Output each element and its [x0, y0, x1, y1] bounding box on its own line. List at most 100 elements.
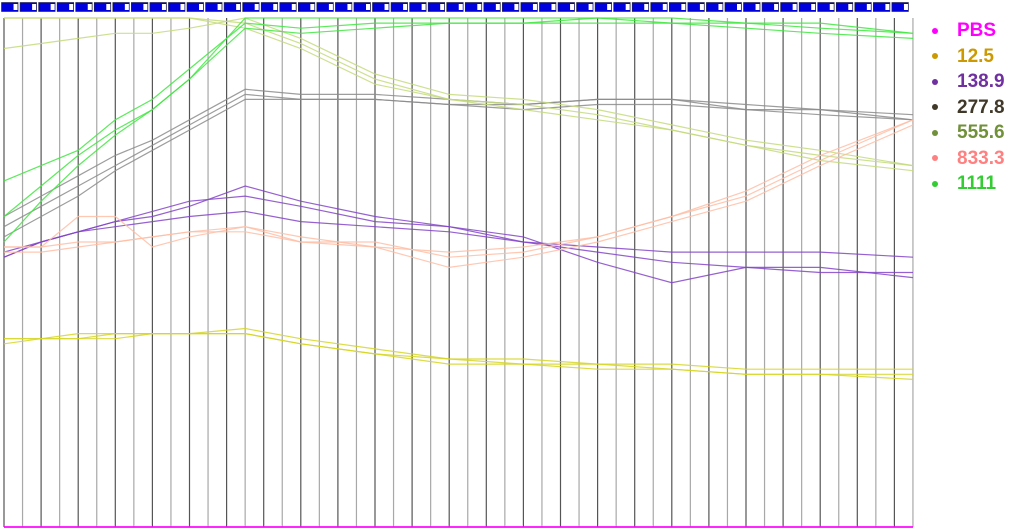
timepoint-marker[interactable]: [798, 2, 817, 12]
timepoint-marker[interactable]: [93, 2, 112, 12]
series-line-1111: [3, 22, 914, 217]
timepoint-marker[interactable]: [520, 2, 538, 12]
timepoint-marker[interactable]: [835, 2, 854, 12]
timepoint-marker[interactable]: [761, 2, 779, 12]
timepoint-marker-window: [440, 4, 445, 10]
timepoint-marker-window: [477, 4, 482, 10]
timepoint-marker[interactable]: [557, 2, 575, 12]
legend: PBS 12.5 138.9 277.8 555.6 833.3 1111: [932, 18, 1005, 197]
timepoint-marker[interactable]: [242, 2, 260, 12]
timepoint-marker-window: [532, 4, 537, 10]
timepoint-marker[interactable]: [38, 2, 56, 12]
timepoint-marker[interactable]: [205, 2, 223, 12]
series-line-138.9: [3, 210, 913, 274]
series-line-277.8: [3, 88, 914, 218]
timepoint-marker-window: [811, 4, 816, 10]
series-line-1111: [3, 17, 914, 243]
timepoint-marker[interactable]: [706, 2, 724, 12]
timepoint-marker-window: [366, 4, 370, 10]
timepoint-marker-window: [699, 4, 704, 10]
timepoint-marker[interactable]: [483, 2, 501, 12]
series-line-833.3: [4, 119, 914, 258]
timepoint-marker[interactable]: [316, 2, 334, 12]
timepoint-marker[interactable]: [891, 2, 909, 12]
series-line-833.3: [4, 124, 914, 269]
timepoint-marker-window: [829, 4, 834, 10]
timepoint-marker[interactable]: [780, 2, 798, 12]
timepoint-marker[interactable]: [873, 2, 891, 12]
timepoint-marker-window: [32, 4, 37, 10]
timepoint-marker[interactable]: [502, 2, 520, 12]
timepoint-marker[interactable]: [372, 2, 390, 12]
timepoint-marker-window: [161, 4, 166, 10]
series-line-12.5: [3, 333, 914, 380]
timepoint-marker[interactable]: [687, 2, 705, 12]
timepoint-marker-window: [50, 4, 55, 10]
legend-dot-icon: [932, 104, 938, 111]
series-line-12.5: [4, 327, 913, 370]
timepoint-marker-window: [236, 4, 241, 10]
timepoint-marker[interactable]: [112, 2, 130, 12]
timepoint-marker[interactable]: [260, 2, 279, 12]
timepoint-marker[interactable]: [650, 2, 668, 12]
legend-item: 277.8: [932, 95, 1005, 121]
timepoint-marker[interactable]: [409, 2, 427, 12]
timepoint-marker-window: [254, 4, 259, 10]
timepoint-marker-window: [681, 4, 686, 10]
timepoint-marker[interactable]: [186, 2, 204, 12]
timepoint-marker-window: [403, 4, 408, 10]
timepoint-marker[interactable]: [149, 2, 167, 12]
timepoint-marker[interactable]: [297, 2, 316, 12]
timepoint-marker-window: [662, 4, 667, 10]
timepoint-marker[interactable]: [75, 2, 93, 12]
timepoint-marker-window: [607, 4, 612, 10]
series-line-555.6: [4, 17, 914, 172]
timepoint-marker-window: [792, 4, 797, 10]
timepoint-marker[interactable]: [223, 2, 241, 12]
timepoint-marker[interactable]: [817, 2, 835, 12]
timepoint-marker[interactable]: [576, 2, 594, 12]
timepoint-marker[interactable]: [1, 2, 19, 12]
legend-dot-icon: [932, 155, 938, 162]
legend-dot-icon: [932, 180, 938, 187]
timepoint-marker[interactable]: [279, 2, 297, 12]
timepoint-marker[interactable]: [594, 2, 612, 12]
timepoint-marker-window: [310, 4, 315, 10]
timepoint-marker-window: [124, 4, 129, 10]
timepoint-marker-window: [588, 4, 593, 10]
series-line-138.9: [3, 195, 914, 258]
timepoint-marker-window: [625, 4, 630, 10]
legend-item: 12.5: [932, 44, 1005, 70]
legend-label: 1111: [957, 173, 997, 195]
timepoint-marker-window: [87, 4, 92, 10]
timepoint-markers: [1, 2, 909, 12]
timepoint-marker-window: [273, 4, 278, 10]
timepoint-marker[interactable]: [168, 2, 186, 12]
timepoint-marker-window: [495, 4, 500, 10]
timepoint-marker-window: [514, 4, 519, 10]
timepoint-marker[interactable]: [131, 2, 149, 12]
timepoint-marker[interactable]: [668, 2, 687, 12]
series-line-277.8: [3, 93, 914, 228]
timepoint-marker[interactable]: [539, 2, 557, 12]
timepoint-marker-window: [421, 4, 426, 10]
timepoint-marker-window: [848, 4, 853, 10]
timepoint-marker[interactable]: [854, 2, 872, 12]
timepoint-marker[interactable]: [743, 2, 761, 12]
timepoint-marker[interactable]: [56, 2, 75, 12]
timepoint-marker[interactable]: [464, 2, 483, 12]
timepoint-marker-window: [885, 4, 890, 10]
timepoint-marker-window: [774, 4, 779, 10]
timepoint-marker[interactable]: [446, 2, 464, 12]
timepoint-marker[interactable]: [335, 2, 353, 12]
timepoint-marker[interactable]: [613, 2, 631, 12]
timepoint-marker[interactable]: [724, 2, 742, 12]
timepoint-marker-window: [106, 4, 111, 10]
timepoint-marker[interactable]: [353, 2, 371, 12]
timepoint-marker[interactable]: [631, 2, 650, 12]
timepoint-marker[interactable]: [390, 2, 408, 12]
legend-label: 138.9: [957, 71, 1005, 93]
timepoint-marker[interactable]: [427, 2, 445, 12]
timepoint-marker[interactable]: [19, 2, 37, 12]
